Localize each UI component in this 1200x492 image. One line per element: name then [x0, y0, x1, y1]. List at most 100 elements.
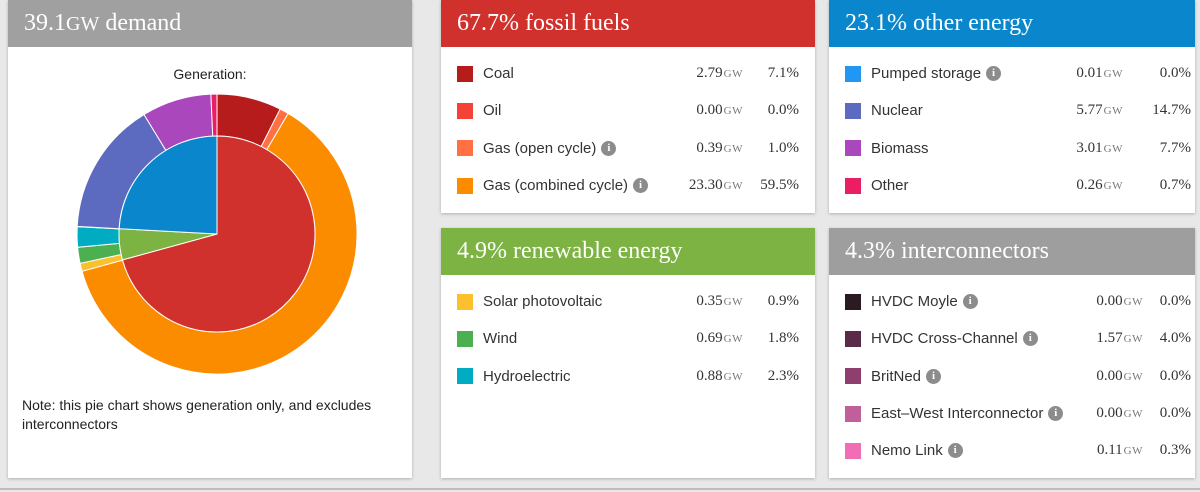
gw-unit: GW [723, 333, 743, 346]
info-icon[interactable]: i [601, 140, 617, 156]
bottom-border [0, 488, 1200, 490]
source-row-nuclear: Nuclear 5.77GW 14.7% [829, 92, 1195, 129]
color-swatch [457, 330, 473, 347]
renewable-header: 4.9% renewable energy [441, 228, 815, 275]
color-swatch [845, 177, 861, 194]
fossil-panel: 67.7% fossil fuels Coal 2.79GW 7.1% Oil 0.00… [441, 0, 815, 213]
source-label: Gas (combined cycle) i [483, 177, 649, 195]
source-row-coal: Coal 2.79GW 7.1% [441, 55, 815, 92]
other-panel: 23.1% other energy Pumped storage i 0.01GW… [829, 0, 1195, 213]
info-icon[interactable]: i [1022, 331, 1038, 347]
gw-value: 23.30GW [689, 177, 743, 194]
percent-value: 0.0% [1159, 405, 1191, 422]
gw-number: 23.30 [688, 177, 723, 194]
gw-number: 0.00 [696, 102, 723, 119]
gw-value: 1.57GW [1096, 330, 1143, 347]
source-name: Gas (combined cycle) [483, 177, 629, 195]
source-label: East–West Interconnector i [871, 405, 1064, 422]
gw-number: 0.35 [696, 293, 723, 310]
color-swatch [845, 102, 861, 119]
percent-value: 0.0% [1159, 65, 1191, 82]
source-name: Other [871, 177, 909, 195]
inner-slice-fossil-fuels [121, 135, 316, 333]
info-icon[interactable]: i [633, 178, 649, 194]
gw-number: 0.26 [1076, 177, 1103, 194]
gw-value: 5.77GW [1076, 102, 1123, 119]
color-swatch [457, 102, 473, 119]
demand-value: 39.1 [24, 10, 66, 36]
source-label: Hydroelectric [483, 368, 571, 385]
other-list: Pumped storage i 0.01GW 0.0% Nuclear 5.77GW 14… [829, 47, 1195, 204]
source-label: Coal [483, 65, 514, 82]
gw-unit: GW [723, 142, 743, 155]
source-name: Hydroelectric [483, 367, 571, 385]
gw-unit: GW [1123, 408, 1143, 421]
info-icon[interactable]: i [986, 66, 1002, 82]
percent-value: 0.0% [767, 102, 799, 119]
percent-value: 0.3% [1159, 442, 1191, 459]
percent-value: 59.5% [760, 177, 799, 194]
gw-value: 2.79GW [696, 65, 743, 82]
gw-number: 0.00 [1096, 367, 1123, 384]
inner-slice-other-energy [118, 135, 218, 235]
source-row-hydroelectric: Hydroelectric 0.88GW 2.3% [441, 358, 815, 395]
source-label: Biomass [871, 140, 929, 157]
percent-value: 1.0% [767, 139, 799, 156]
source-label: Nemo Link i [871, 442, 963, 459]
info-icon[interactable]: i [947, 443, 963, 459]
gw-value: 0.26GW [1076, 177, 1123, 194]
source-row-east-west-interconnector: East–West Interconnector i 0.00GW 0.0% [829, 395, 1195, 432]
gw-value: 0.11GW [1097, 442, 1143, 459]
interconnectors-panel: 4.3% interconnectors HVDC Moyle i 0.00GW 0.… [829, 228, 1195, 478]
info-icon[interactable]: i [926, 368, 942, 384]
percent-value: 7.1% [767, 65, 799, 82]
source-row-oil: Oil 0.00GW 0.0% [441, 92, 815, 129]
info-icon[interactable]: i [962, 294, 978, 310]
gw-value: 0.69GW [696, 330, 743, 347]
percent-value: 2.3% [767, 367, 799, 384]
interconnectors-list: HVDC Moyle i 0.00GW 0.0% HVDC Cross-Channel i… [829, 275, 1195, 469]
source-name: Biomass [871, 139, 929, 157]
outer-slice-hydroelectric [76, 226, 120, 248]
gw-number: 0.88 [696, 367, 723, 384]
source-name: Wind [483, 330, 518, 348]
gw-value: 0.88GW [696, 368, 743, 385]
color-swatch [845, 140, 861, 157]
source-row-wind: Wind 0.69GW 1.8% [441, 320, 815, 357]
source-label: Pumped storage i [871, 65, 1002, 82]
gw-unit: GW [723, 296, 743, 309]
color-swatch [457, 140, 473, 157]
percent-value: 1.8% [767, 330, 799, 347]
gw-value: 0.01GW [1076, 65, 1123, 82]
color-swatch [845, 405, 861, 422]
gw-unit: GW [723, 370, 743, 383]
gw-unit: GW [1103, 180, 1123, 193]
percent-value: 4.0% [1159, 330, 1191, 347]
source-row-nemo-link: Nemo Link i 0.11GW 0.3% [829, 432, 1195, 469]
source-label: Gas (open cycle) i [483, 140, 617, 157]
gw-value: 0.00GW [1096, 368, 1143, 385]
gw-number: 0.01 [1076, 65, 1103, 82]
chart-title: Generation: [173, 66, 247, 82]
source-name: Coal [483, 65, 514, 83]
percent-value: 0.0% [1159, 367, 1191, 384]
gw-number: 0.00 [1096, 405, 1123, 422]
source-row-biomass: Biomass 3.01GW 7.7% [829, 130, 1195, 167]
gw-unit: GW [723, 105, 743, 118]
demand-unit: GW [66, 13, 100, 35]
gw-number: 3.01 [1076, 139, 1103, 156]
demand-header: 39.1GW demand [8, 0, 412, 47]
source-row-gas-open-cycle: Gas (open cycle) i 0.39GW 1.0% [441, 130, 815, 167]
gw-number: 0.00 [1096, 293, 1123, 310]
interconnectors-header: 4.3% interconnectors [829, 228, 1195, 275]
gw-unit: GW [1123, 370, 1143, 383]
other-header: 23.1% other energy [829, 0, 1195, 47]
gw-unit: GW [1123, 296, 1143, 309]
percent-value: 0.7% [1159, 177, 1191, 194]
percent-value: 0.0% [1159, 293, 1191, 310]
renewable-list: Solar photovoltaic 0.35GW 0.9% Wind 0.69GW 1.… [441, 275, 815, 395]
chart-note: Note: this pie chart shows generation on… [22, 397, 372, 432]
source-name: Oil [483, 102, 502, 120]
info-icon[interactable]: i [1048, 406, 1064, 422]
gw-unit: GW [1123, 445, 1143, 458]
